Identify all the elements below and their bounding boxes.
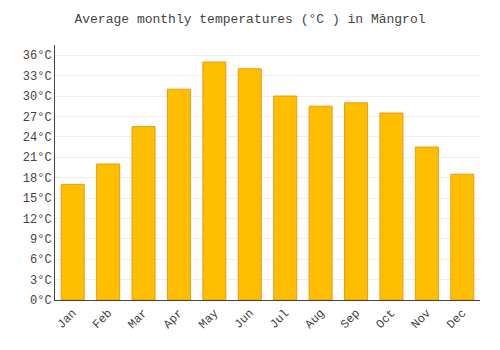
- svg-text:15°C: 15°C: [23, 192, 52, 206]
- svg-text:3°C: 3°C: [30, 274, 52, 288]
- svg-text:Dec: Dec: [444, 307, 469, 332]
- svg-text:24°C: 24°C: [23, 131, 52, 145]
- svg-text:30°C: 30°C: [23, 90, 52, 104]
- svg-text:21°C: 21°C: [23, 151, 52, 165]
- svg-text:Jan: Jan: [55, 307, 80, 332]
- svg-text:Sep: Sep: [338, 307, 363, 332]
- svg-text:Average monthly temperatures (: Average monthly temperatures (°C ) in Mā…: [74, 12, 425, 27]
- svg-text:6°C: 6°C: [30, 253, 52, 267]
- svg-text:May: May: [196, 307, 221, 332]
- svg-text:36°C: 36°C: [23, 49, 52, 63]
- svg-text:Jul: Jul: [267, 307, 292, 332]
- svg-text:Feb: Feb: [90, 307, 115, 332]
- svg-text:9°C: 9°C: [30, 233, 52, 247]
- svg-text:Apr: Apr: [161, 307, 186, 332]
- svg-text:0°C: 0°C: [30, 294, 52, 308]
- svg-text:Mar: Mar: [125, 307, 150, 332]
- svg-text:Jun: Jun: [232, 307, 257, 332]
- svg-text:12°C: 12°C: [23, 213, 52, 227]
- svg-text:33°C: 33°C: [23, 70, 52, 84]
- svg-text:18°C: 18°C: [23, 172, 52, 186]
- svg-text:Nov: Nov: [409, 307, 434, 332]
- svg-text:Aug: Aug: [303, 307, 328, 332]
- svg-text:27°C: 27°C: [23, 111, 52, 125]
- svg-text:Oct: Oct: [373, 307, 398, 332]
